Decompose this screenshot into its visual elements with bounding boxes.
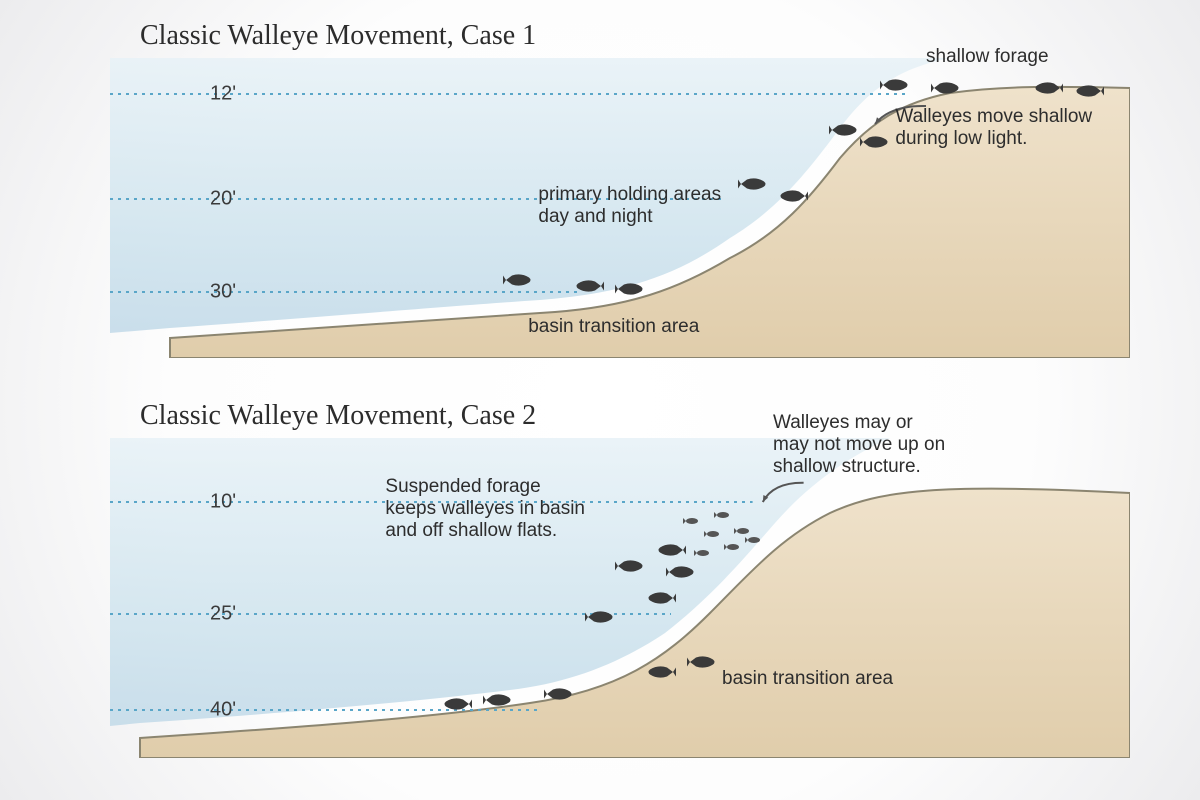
walleye-icon (585, 610, 615, 625)
depth-label: 12' (210, 83, 236, 106)
annotation-label: shallow forage (926, 46, 1049, 68)
forage-fish-icon (724, 543, 740, 551)
case2-title: Classic Walleye Movement, Case 2 (140, 400, 1130, 432)
depth-label: 10' (210, 491, 236, 514)
walleye-icon (931, 81, 961, 96)
walleye-icon (615, 559, 645, 574)
walleye-icon (503, 273, 533, 288)
page: Classic Walleye Movement, Case 1 (0, 0, 1200, 800)
forage-fish-icon (734, 527, 750, 535)
walleye-icon (778, 189, 808, 204)
walleye-icon (574, 279, 604, 294)
annotation-label: primary holding areas day and night (538, 184, 721, 228)
walleye-icon (656, 543, 686, 558)
forage-fish-icon (714, 511, 730, 519)
depth-label: 25' (210, 603, 236, 626)
walleye-icon (483, 693, 513, 708)
walleye-icon (666, 565, 696, 580)
walleye-icon (1033, 81, 1063, 96)
case1-stage: 12'20'30'shallow forageWalleyes move sha… (110, 58, 1130, 358)
walleye-icon (687, 655, 717, 670)
walleye-icon (1074, 84, 1104, 99)
walleye-icon (646, 591, 676, 606)
annotation-label: Walleyes may or may not move up on shall… (773, 412, 945, 478)
walleye-icon (880, 78, 910, 93)
annotation-label: Suspended forage keeps walleyes in basin… (385, 476, 585, 542)
walleye-icon (646, 664, 676, 679)
walleye-icon (738, 177, 768, 192)
annotation-label: basin transition area (528, 316, 699, 338)
depth-label: 30' (210, 281, 236, 304)
case2-panel: Classic Walleye Movement, Case 2 (110, 400, 1130, 760)
walleye-icon (544, 687, 574, 702)
forage-fish-icon (745, 536, 761, 544)
walleye-icon (860, 135, 890, 150)
annotation-label: Walleyes move shallow during low light. (895, 106, 1092, 150)
case1-panel: Classic Walleye Movement, Case 1 (110, 20, 1130, 380)
depth-label: 20' (210, 188, 236, 211)
annotation-label: basin transition area (722, 668, 893, 690)
walleye-icon (829, 123, 859, 138)
depth-label: 40' (210, 699, 236, 722)
case2-stage: 10'25'40'Walleyes may or may not move up… (110, 438, 1130, 758)
forage-fish-icon (704, 530, 720, 538)
forage-fish-icon (683, 517, 699, 525)
walleye-icon (615, 282, 645, 297)
case2-svg (110, 438, 1130, 758)
forage-fish-icon (694, 549, 710, 557)
walleye-icon (442, 696, 472, 711)
